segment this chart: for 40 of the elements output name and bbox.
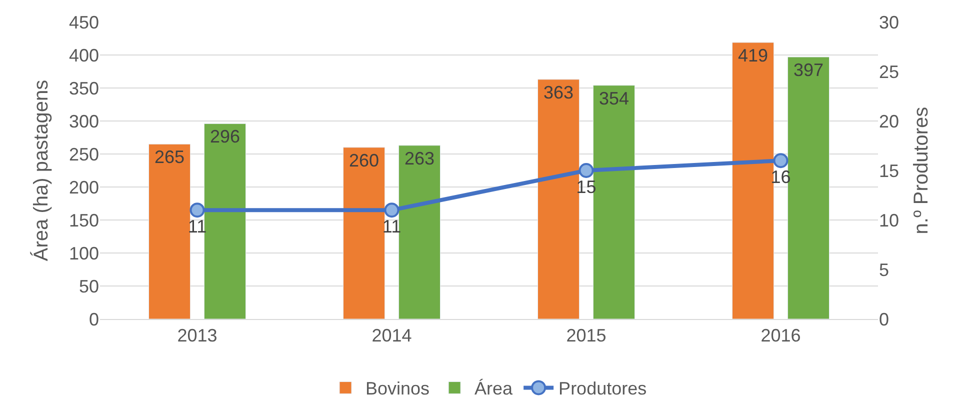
- y2-tick-label: 20: [879, 111, 900, 132]
- data-label: 363: [544, 82, 574, 102]
- legend-label: Produtores: [558, 378, 647, 399]
- x-tick-label: 2015: [566, 326, 606, 346]
- bar: [343, 147, 386, 319]
- y2-axis-title: n.º Produtores: [910, 106, 933, 234]
- y-tick-label: 450: [68, 12, 99, 32]
- point: [773, 153, 788, 168]
- y2-tick-label: 30: [879, 12, 900, 32]
- data-label: 419: [738, 45, 768, 66]
- data-label: 354: [598, 88, 629, 108]
- data-label: 260: [349, 150, 380, 170]
- data-label: 265: [154, 147, 185, 168]
- bar: [148, 144, 191, 319]
- y-tick-label: 150: [68, 210, 99, 230]
- y-tick-label: 100: [68, 243, 99, 264]
- point: [384, 202, 400, 218]
- legend-label: Área: [474, 378, 514, 399]
- data-label: 296: [210, 126, 240, 147]
- y2-tick-label: 5: [879, 260, 890, 280]
- y-tick-label: 0: [88, 309, 99, 330]
- y2-tick-label: 0: [879, 309, 890, 330]
- y-axis-title: Área (ha) pastagens: [29, 80, 52, 262]
- y2-tick-label: 25: [879, 62, 900, 82]
- x-tick-label: 2014: [372, 326, 412, 346]
- y2-tick-label: 10: [879, 210, 900, 230]
- y-tick-label: 250: [68, 144, 99, 164]
- point: [190, 202, 205, 218]
- y2-tick-label: 15: [879, 160, 900, 181]
- y-tick-label: 400: [68, 45, 99, 66]
- x-tick-label: 2016: [760, 326, 801, 346]
- point: [578, 163, 594, 178]
- data-label: 397: [793, 60, 824, 80]
- y-tick-label: 200: [68, 177, 99, 198]
- legend-label: Bovinos: [366, 378, 430, 399]
- data-label: 263: [404, 148, 434, 168]
- y-tick-label: 300: [68, 111, 99, 132]
- y-tick-label: 50: [78, 276, 99, 296]
- x-tick-label: 2013: [177, 326, 218, 346]
- y-tick-label: 350: [68, 78, 99, 98]
